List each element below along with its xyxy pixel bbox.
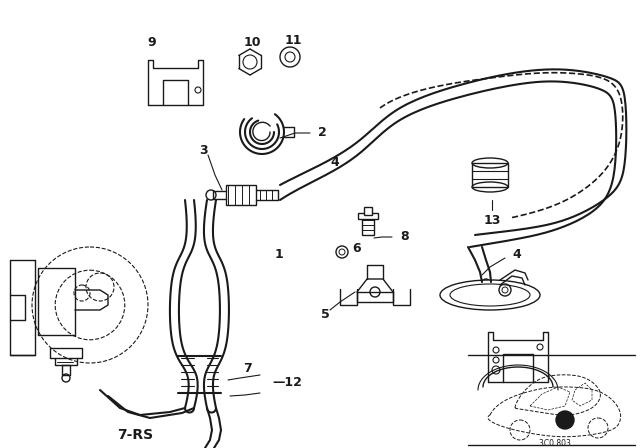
Text: 9: 9 [148, 35, 156, 48]
Bar [364, 207, 372, 215]
Text: 13: 13 [483, 214, 500, 227]
Text: 10: 10 [243, 35, 260, 48]
Bar [226, 185, 256, 205]
Ellipse shape [440, 280, 540, 310]
Text: 1: 1 [275, 249, 284, 262]
Circle shape [556, 411, 574, 429]
Text: 11: 11 [284, 34, 301, 47]
Text: 7-RS: 7-RS [117, 428, 153, 442]
Text: 4: 4 [512, 249, 521, 262]
Text: —12: —12 [272, 376, 302, 389]
Bar [362, 217, 374, 235]
Text: 6: 6 [352, 241, 360, 254]
Text: 7: 7 [244, 362, 252, 375]
Text: 4: 4 [330, 155, 339, 168]
Text: 3C0 803: 3C0 803 [539, 439, 571, 448]
Bar [472, 163, 508, 187]
Text: 5: 5 [321, 309, 330, 322]
Text: 3: 3 [198, 143, 207, 156]
Bar [358, 213, 378, 219]
Text: 2: 2 [318, 126, 327, 139]
Text: 8: 8 [400, 231, 408, 244]
